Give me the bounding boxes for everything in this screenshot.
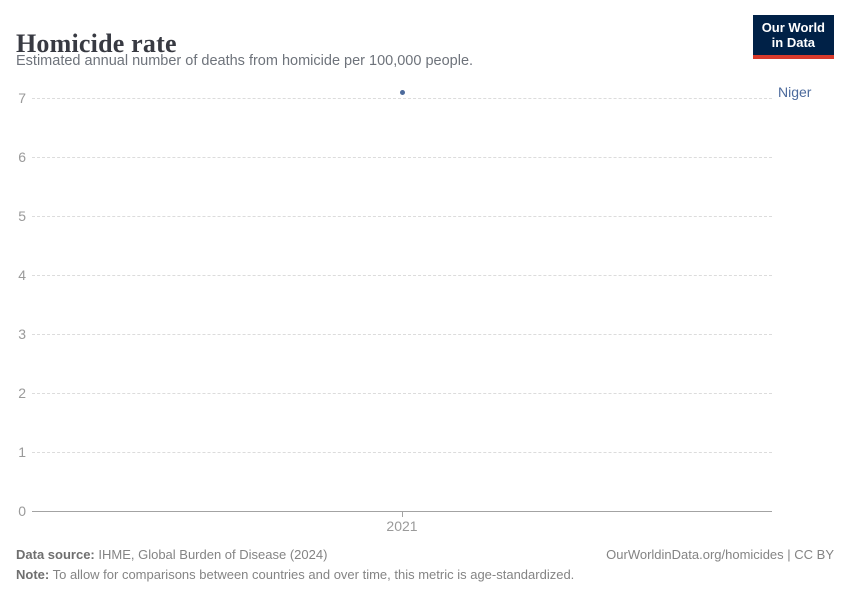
data-source-line: Data source: IHME, Global Burden of Dise…	[16, 547, 327, 562]
x-tick-mark	[402, 511, 403, 517]
chart-subtitle: Estimated annual number of deaths from h…	[16, 53, 474, 69]
gridline	[32, 393, 772, 394]
chart-footer: Data source: IHME, Global Burden of Dise…	[16, 547, 834, 582]
owid-logo-line1: Our World	[761, 20, 825, 35]
chart-title: Homicide rate	[16, 29, 177, 59]
y-tick-label: 7	[18, 90, 26, 106]
gridline	[32, 98, 772, 99]
data-point-niger[interactable]	[399, 89, 405, 95]
note-label: Note:	[16, 567, 50, 582]
entity-label-niger[interactable]: Niger	[778, 84, 812, 101]
data-source-text: IHME, Global Burden of Disease (2024)	[94, 547, 328, 562]
gridline	[32, 216, 772, 217]
data-source-label: Data source:	[16, 547, 95, 562]
owid-logo-line2: in Data	[771, 35, 816, 51]
gridline	[32, 157, 772, 158]
owid-logo[interactable]: Our World in Data	[752, 15, 834, 59]
note-text: To allow for comparisons between countri…	[49, 567, 575, 582]
y-tick-label: 4	[18, 267, 26, 283]
footer-row-note: Note: To allow for comparisons between c…	[16, 567, 834, 582]
y-tick-label: 0	[18, 503, 26, 519]
gridline	[32, 452, 772, 453]
y-tick-label: 2	[18, 385, 26, 401]
y-tick-label: 3	[18, 326, 26, 342]
owid-url-link[interactable]: OurWorldinData.org/homicides | CC BY	[606, 547, 834, 562]
y-tick-label: 5	[18, 208, 26, 224]
x-tick-label: 2021	[386, 518, 418, 534]
gridline	[32, 334, 772, 335]
y-tick-label: 6	[18, 149, 26, 165]
y-tick-label: 1	[18, 444, 26, 460]
footer-row-source: Data source: IHME, Global Burden of Dise…	[16, 547, 834, 562]
gridline	[32, 275, 772, 276]
